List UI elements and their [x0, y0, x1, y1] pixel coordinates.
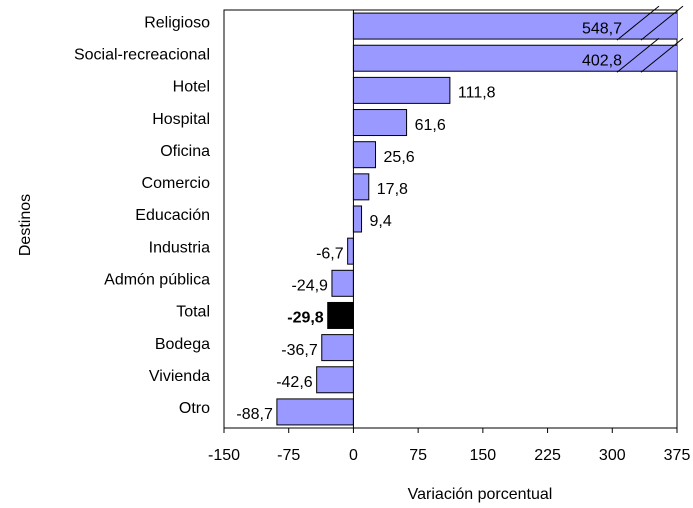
- value-label: 548,7: [582, 20, 622, 37]
- y-tick-label: Social-recreacional: [74, 46, 210, 63]
- y-tick-label: Total: [176, 304, 210, 321]
- y-tick-label: Bodega: [155, 336, 210, 353]
- axis-break: [616, 37, 660, 73]
- x-tick-label: -150: [208, 447, 240, 464]
- value-label: 17,8: [377, 181, 408, 198]
- bar: [331, 269, 354, 297]
- bar: [276, 398, 354, 426]
- x-tick-label: 150: [470, 447, 497, 464]
- value-label: -6,7: [316, 245, 344, 262]
- y-tick-label: Comercio: [142, 175, 211, 192]
- value-label: -88,7: [236, 406, 273, 423]
- bar: [352, 12, 677, 40]
- x-tick-label: -75: [277, 447, 300, 464]
- value-label: -36,7: [281, 342, 318, 359]
- axis-break: [616, 5, 660, 41]
- axis-break: [640, 37, 684, 73]
- value-label: 25,6: [384, 149, 415, 166]
- bar: [347, 237, 354, 265]
- bar: [327, 301, 354, 329]
- x-tick-label: 0: [349, 447, 358, 464]
- bar: [321, 334, 354, 362]
- y-tick-label: Religioso: [144, 14, 210, 31]
- x-tick-label: 375: [664, 447, 691, 464]
- x-tick-label: 225: [534, 447, 561, 464]
- value-label: 111,8: [458, 85, 496, 102]
- y-tick-label: Admón pública: [104, 272, 210, 289]
- y-tick-label: Vivienda: [149, 368, 210, 385]
- y-tick-label: Oficina: [160, 143, 210, 160]
- bar: [352, 109, 408, 137]
- bar: [352, 141, 377, 169]
- x-tick-label: 300: [599, 447, 626, 464]
- value-label: 9,4: [370, 213, 392, 230]
- y-tick-label: Otro: [179, 400, 210, 417]
- x-tick-label: 75: [409, 447, 427, 464]
- bar: [352, 44, 677, 72]
- axis-break: [640, 5, 684, 41]
- value-label: 402,8: [582, 52, 622, 69]
- bar: [352, 173, 370, 201]
- bars: [276, 12, 677, 426]
- value-label: -24,9: [291, 278, 328, 295]
- bar: [352, 205, 363, 233]
- plot-frame: [223, 9, 678, 429]
- bar: [352, 76, 451, 104]
- y-tick-label: Industria: [149, 239, 210, 256]
- value-label: -29,8: [287, 310, 324, 327]
- y-tick-label: Hospital: [152, 111, 210, 128]
- x-axis-title: Variación porcentual: [408, 486, 553, 503]
- value-label: 61,6: [415, 117, 446, 134]
- y-tick-label: Educación: [135, 207, 210, 224]
- bar: [316, 366, 354, 394]
- y-tick-label: Hotel: [173, 79, 210, 96]
- y-axis-title: Destinos: [17, 194, 34, 256]
- value-label: -42,6: [276, 374, 313, 391]
